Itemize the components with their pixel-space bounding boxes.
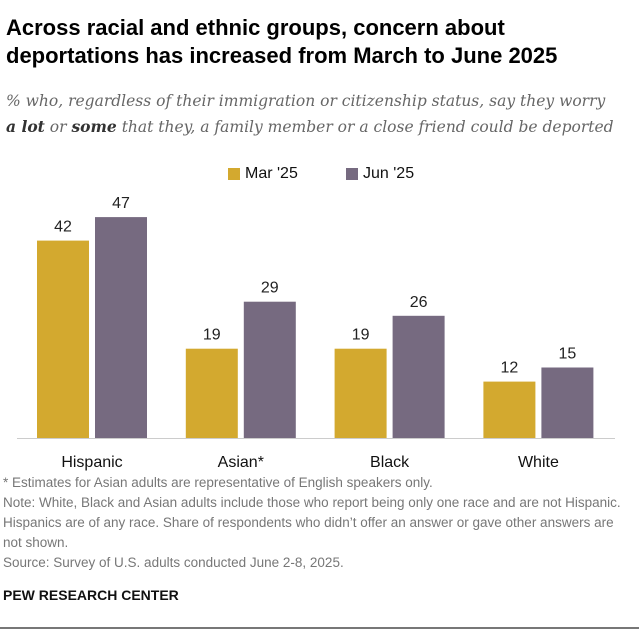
data-label: 19: [203, 327, 221, 344]
legend-item-mar: Mar '25: [228, 165, 298, 183]
data-label: 29: [261, 280, 279, 297]
bar-black-1: [392, 315, 445, 438]
note-text: Note: White, Black and Asian adults incl…: [3, 495, 621, 550]
data-label: 42: [54, 219, 72, 236]
subtitle-mid: or: [44, 118, 72, 136]
subtitle-bold-some: some: [71, 117, 117, 136]
legend-swatch-jun: [346, 168, 358, 180]
data-label: 15: [559, 346, 577, 363]
bar-white-1: [541, 367, 594, 438]
category-label: Asian*: [218, 454, 264, 471]
data-label: 26: [410, 294, 428, 311]
subtitle-bold-a-lot: a lot: [6, 117, 45, 136]
notes: * Estimates for Asian adults are represe…: [3, 473, 633, 573]
subtitle-rest: that they, a family member or a close fr…: [116, 118, 614, 136]
source-text: Source: Survey of U.S. adults conducted …: [3, 555, 344, 570]
data-label: 47: [112, 195, 130, 212]
data-label: 12: [501, 360, 519, 377]
bar-black-0: [334, 348, 387, 438]
bar-asian-0: [185, 348, 238, 438]
bar-hispanic-0: [37, 240, 89, 438]
category-label: White: [518, 454, 559, 471]
subtitle-line1: % who, regardless of their immigration o…: [6, 92, 606, 110]
chart-subtitle: % who, regardless of their immigration o…: [6, 88, 636, 140]
legend-label-mar: Mar '25: [245, 165, 298, 182]
legend-label-jun: Jun '25: [363, 165, 415, 182]
data-label: 19: [352, 327, 370, 344]
bar-hispanic-1: [95, 217, 147, 438]
bar-plot: 42 47 Hispanic 19 29 Asian* 19 26 Black 12 15 White: [17, 195, 615, 471]
legend-item-jun: Jun '25: [346, 165, 414, 183]
category-label: Black: [370, 454, 410, 471]
chart-title: Across racial and ethnic groups, concern…: [6, 15, 558, 68]
bar-white-0: [483, 381, 536, 438]
bottom-divider: [0, 627, 639, 629]
legend-swatch-mar: [228, 168, 240, 180]
category-label: Hispanic: [61, 454, 122, 471]
pew-logo-text: PEW RESEARCH CENTER: [3, 587, 179, 603]
asterisk-note: * Estimates for Asian adults are represe…: [3, 475, 433, 490]
bar-asian-1: [243, 301, 296, 438]
